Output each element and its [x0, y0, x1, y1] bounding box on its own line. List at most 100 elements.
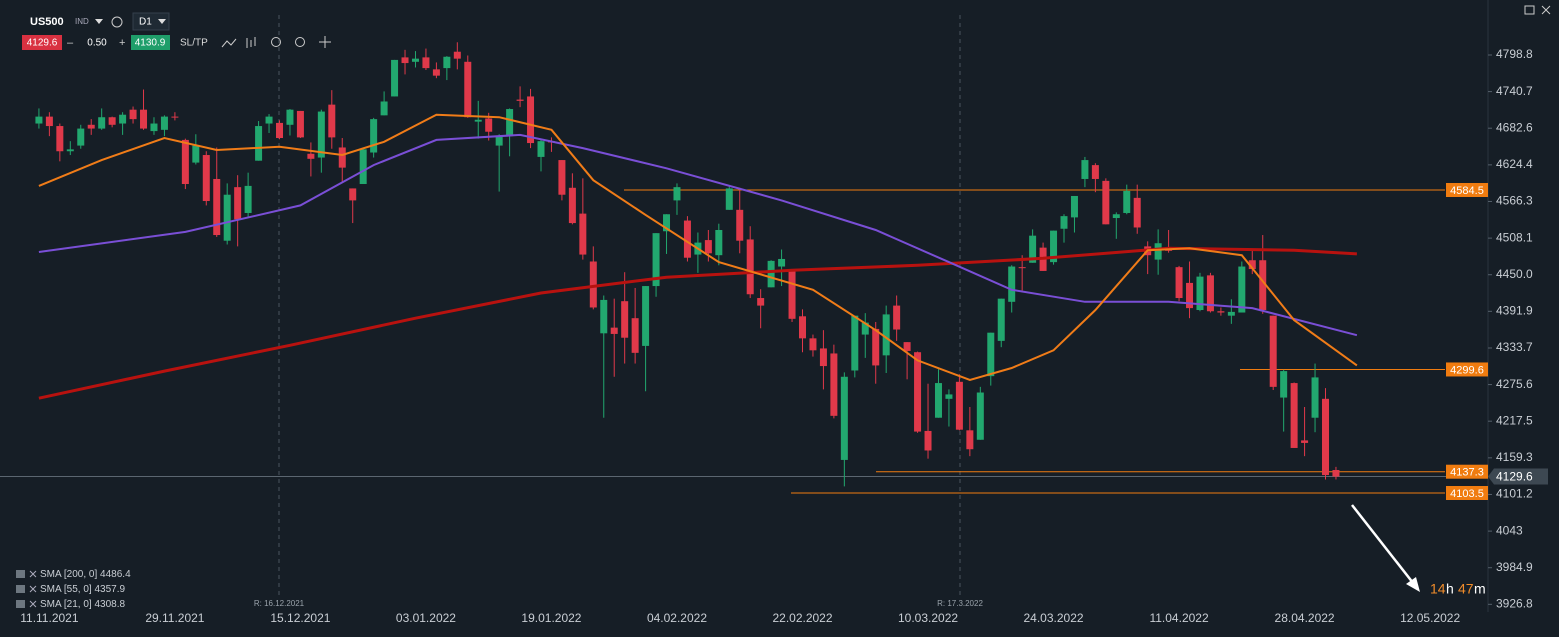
candle-body [87, 124, 95, 129]
legend-name: SMA [200, 0] [40, 569, 97, 580]
candle-body [307, 153, 315, 159]
candle-body [359, 149, 367, 185]
sltp[interactable]: SL/TP [180, 38, 208, 49]
symbol-dropdown[interactable] [95, 19, 103, 24]
candle-body [265, 116, 273, 124]
candle-body [380, 101, 388, 116]
y-tick-label: 4798.8 [1496, 47, 1533, 61]
marker-label: R: 17.3.2022 [937, 599, 983, 608]
candle-body [495, 136, 503, 146]
candle-body [715, 229, 723, 256]
arrow-head [1406, 577, 1420, 592]
market: IND [75, 17, 89, 26]
legend-entry: SMA [21, 0] 4308.8 [40, 599, 126, 610]
candle-body [642, 286, 650, 346]
y-tick-label: 4333.7 [1496, 340, 1533, 354]
candle-body [223, 194, 231, 241]
close-icon[interactable] [1541, 5, 1551, 15]
timeframe-dropdown[interactable] [158, 19, 166, 24]
y-tick-label: 4566.3 [1496, 194, 1533, 208]
zoom-in[interactable] [295, 37, 305, 47]
zoom-out[interactable] [271, 37, 281, 47]
x-tick-label: 11.11.2021 [20, 611, 79, 625]
x-tick-label: 10.03.2022 [898, 611, 958, 625]
candle-body [861, 322, 869, 335]
pan-tool[interactable] [319, 36, 331, 48]
candle-body [966, 430, 974, 450]
candle-body [1102, 180, 1110, 225]
candle-body [809, 338, 817, 351]
y-tick-label: 4275.6 [1496, 377, 1533, 391]
ask-box[interactable] [131, 35, 170, 50]
legend-close [29, 585, 37, 593]
candle-body [181, 139, 189, 185]
candle-tool[interactable] [246, 37, 256, 48]
candle-body [652, 233, 660, 287]
bid-box[interactable] [22, 35, 62, 50]
level-label: 4299.6 [1450, 364, 1484, 376]
candle-body [914, 352, 922, 432]
line-tool[interactable] [221, 38, 237, 48]
candle-body [924, 430, 932, 451]
bid[interactable]: 4129.6 [27, 38, 58, 49]
candle-body [129, 109, 137, 120]
timeframe[interactable]: D1 [139, 17, 152, 28]
candle-body [171, 116, 179, 118]
candle-body [840, 376, 848, 460]
level-label: 4584.5 [1450, 185, 1484, 197]
candle-body [401, 57, 409, 64]
legend-name: SMA [55, 0] [40, 584, 92, 595]
candle-body [767, 260, 775, 288]
candle-body [997, 298, 1005, 341]
candle-body [589, 261, 597, 308]
candle-body [537, 141, 545, 157]
candle-body [1322, 398, 1329, 476]
candle-body [579, 213, 587, 255]
candle-body [276, 122, 283, 139]
minus[interactable]: – [67, 37, 74, 49]
candle-body [1248, 260, 1256, 270]
candle-body [98, 117, 106, 129]
timer-minutes: 47 [1458, 581, 1474, 597]
candle-body [1196, 276, 1204, 311]
ask[interactable]: 4130.9 [135, 38, 166, 49]
candle-body [757, 298, 765, 306]
y-tick-label: 4101.2 [1496, 487, 1533, 501]
window-icon[interactable] [1524, 5, 1535, 15]
candle-body [255, 126, 263, 161]
x-tick-label: 22.02.2022 [772, 611, 832, 625]
candle-body [1112, 214, 1120, 219]
candle-body [1091, 165, 1099, 179]
legend-value: 4357.9 [94, 584, 125, 595]
candle-body [1123, 190, 1131, 213]
candle-body [349, 188, 357, 201]
y-tick-label: 4391.9 [1496, 303, 1533, 317]
timer-m: m [1474, 581, 1486, 597]
timeframe-box[interactable] [132, 12, 170, 31]
candle-body [631, 318, 639, 353]
candle-body [1081, 160, 1089, 179]
level-label-box [1446, 486, 1488, 501]
plus[interactable]: + [119, 37, 125, 49]
candle-body [987, 332, 995, 377]
info-icon[interactable] [111, 16, 123, 28]
candle-body [286, 109, 294, 125]
candle-body [213, 178, 221, 236]
candle-body [296, 110, 304, 138]
x-tick-label: 15.12.2021 [270, 611, 330, 625]
candle-body [1217, 311, 1225, 313]
candle-body [77, 128, 85, 146]
legend-entry: SMA [200, 0] 4486.4 [40, 569, 131, 580]
x-tick-label: 04.02.2022 [647, 611, 707, 625]
y-tick-label: 4624.4 [1496, 157, 1533, 171]
candle-body [819, 348, 827, 367]
candle-body [516, 99, 524, 101]
legend-name: SMA [21, 0] [40, 599, 92, 610]
candle-body [453, 51, 461, 59]
symbol[interactable]: US500 [30, 16, 64, 28]
level-label-box [1446, 362, 1488, 377]
y-tick-label: 4450.0 [1496, 267, 1533, 281]
candle-body [108, 117, 116, 125]
